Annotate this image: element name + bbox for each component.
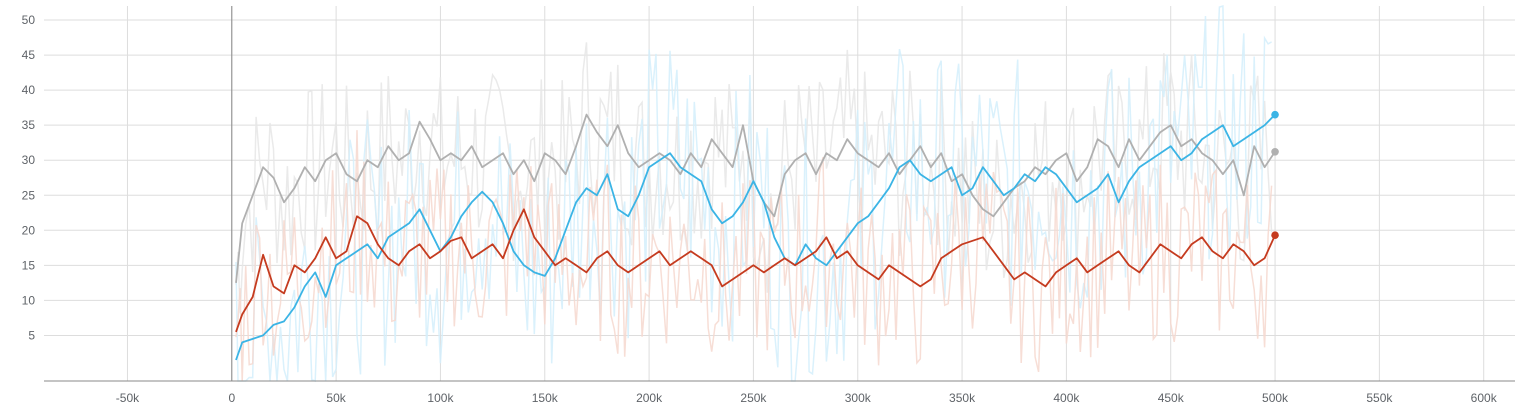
- x-tick-label: 350k: [949, 391, 976, 404]
- raw-series-line-2: [235, 4, 1272, 383]
- series-end-point-3[interactable]: [1271, 231, 1279, 240]
- x-tick-label: 100k: [427, 391, 454, 404]
- y-tick-label: 15: [22, 258, 36, 272]
- x-tick-label: 400k: [1053, 391, 1080, 404]
- y-tick-label: 40: [22, 83, 36, 97]
- smoothed-series-lines: [235, 113, 1276, 361]
- y-tick-label: 20: [22, 223, 36, 237]
- tick-labels: 5 10 15 20 25 30 35 40 45 50 -50k 0 50k 100k 150k 200k 2…: [22, 13, 1498, 404]
- series-line-2[interactable]: [235, 113, 1276, 361]
- series-end-point-1[interactable]: [1271, 147, 1279, 156]
- x-tick-label: 50k: [326, 391, 346, 404]
- x-tick-label: 450k: [1158, 391, 1185, 404]
- x-tick-label: 300k: [845, 391, 872, 404]
- x-tick-label: 200k: [636, 391, 663, 404]
- y-tick-label: 10: [22, 293, 36, 307]
- y-tick-label: 45: [22, 48, 36, 62]
- x-tick-label: 0: [228, 391, 235, 404]
- y-tick-label: 50: [22, 13, 36, 27]
- y-tick-label: 25: [22, 188, 36, 202]
- series-end-point-2[interactable]: [1271, 110, 1279, 119]
- series-end-markers: [1271, 110, 1279, 240]
- x-tick-label: 250k: [740, 391, 767, 404]
- series-line-3[interactable]: [235, 208, 1276, 333]
- y-tick-label: 35: [22, 118, 36, 132]
- axes: [44, 6, 1515, 382]
- x-tick-label: 600k: [1471, 391, 1498, 404]
- x-tick-label: 550k: [1366, 391, 1393, 404]
- y-tick-label: 30: [22, 153, 36, 167]
- x-tick-label: 500k: [1262, 391, 1289, 404]
- x-tick-label: -50k: [116, 391, 140, 404]
- y-tick-label: 5: [28, 328, 35, 342]
- x-tick-label: 150k: [532, 391, 559, 404]
